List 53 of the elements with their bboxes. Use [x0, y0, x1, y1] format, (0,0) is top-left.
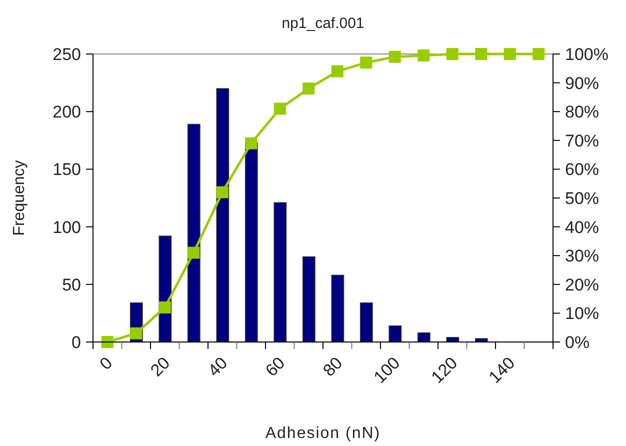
bar [331, 274, 344, 342]
x-tick-label: 0 [96, 353, 116, 374]
bar [216, 88, 230, 342]
y-tick-label: 150 [52, 160, 81, 180]
point [130, 327, 142, 340]
point [475, 48, 488, 60]
x-tick-label: 100 [370, 353, 404, 387]
bar [388, 325, 402, 342]
y-tick-label: 200 [52, 102, 81, 122]
point [360, 56, 372, 69]
x-tick-label: 120 [428, 353, 462, 387]
bar [244, 142, 258, 342]
bar [274, 202, 287, 342]
point [418, 49, 430, 62]
point [302, 82, 315, 95]
y2-tick-label: 90% [565, 74, 600, 93]
bar [360, 302, 373, 342]
y2-tick-label: 80% [565, 102, 600, 122]
chart-title: np1_caf.001 [282, 15, 364, 32]
point [532, 48, 545, 60]
y2-tick-label: 10% [565, 304, 600, 324]
x-tick-label: 140 [485, 353, 519, 387]
point [331, 65, 344, 78]
point [188, 246, 200, 259]
y2-tick-label: 60% [565, 160, 600, 180]
y-tick-label: 50 [62, 275, 81, 294]
point [446, 48, 458, 60]
y2-tick-label: 100% [565, 44, 608, 64]
x-tick-label: 20 [146, 353, 174, 380]
bar [187, 124, 200, 342]
y2-tick-label: 30% [565, 246, 600, 266]
y-axis-title: Frequency [11, 160, 28, 236]
y-tick-label: 100 [52, 218, 81, 237]
y2-tick-label: 40% [565, 218, 600, 237]
y-tick-label: 250 [52, 44, 81, 64]
x-tick-label: 60 [262, 353, 289, 380]
point [245, 137, 258, 150]
y2-tick-label: 20% [565, 275, 600, 294]
point [388, 50, 401, 63]
bar [302, 256, 316, 342]
point [274, 102, 286, 115]
y-tick-label: 0 [72, 332, 81, 352]
x-tick-label: 80 [319, 353, 346, 380]
point [504, 48, 516, 60]
bar [417, 332, 430, 342]
y2-tick-label: 0% [565, 332, 590, 352]
point [216, 186, 228, 198]
y2-tick-label: 70% [565, 131, 600, 150]
y2-tick-label: 50% [565, 188, 600, 208]
point [158, 301, 171, 314]
point [101, 336, 114, 348]
x-axis-title: Adhesion (nN) [265, 425, 381, 442]
x-tick-label: 40 [204, 353, 232, 380]
